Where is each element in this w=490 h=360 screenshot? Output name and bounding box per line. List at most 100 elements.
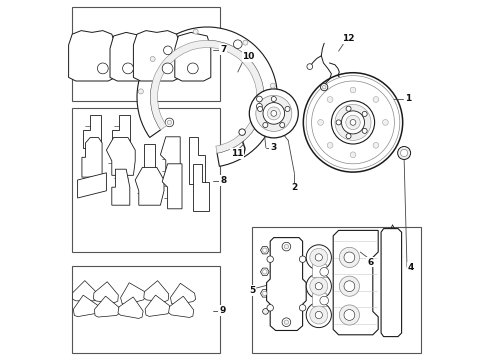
Circle shape <box>306 302 331 328</box>
Circle shape <box>147 118 152 123</box>
Polygon shape <box>333 230 378 335</box>
Circle shape <box>256 95 292 131</box>
Circle shape <box>299 256 306 262</box>
Circle shape <box>342 111 365 134</box>
Circle shape <box>249 89 298 138</box>
Circle shape <box>346 106 351 111</box>
Text: 12: 12 <box>342 34 355 43</box>
Polygon shape <box>118 297 143 319</box>
Bar <box>312 264 326 277</box>
Polygon shape <box>83 115 101 148</box>
Circle shape <box>282 318 291 327</box>
Text: 5: 5 <box>249 287 255 295</box>
Circle shape <box>320 267 328 276</box>
Polygon shape <box>112 169 130 205</box>
Circle shape <box>263 309 269 314</box>
Circle shape <box>346 134 351 139</box>
Polygon shape <box>169 296 194 318</box>
Circle shape <box>257 96 262 102</box>
Circle shape <box>310 248 328 266</box>
Circle shape <box>339 305 360 325</box>
Circle shape <box>258 107 263 112</box>
Circle shape <box>303 73 403 172</box>
Circle shape <box>271 96 276 102</box>
Circle shape <box>98 63 108 74</box>
Polygon shape <box>135 167 164 205</box>
Circle shape <box>270 83 275 88</box>
Circle shape <box>263 248 267 252</box>
Circle shape <box>267 305 273 311</box>
Polygon shape <box>381 229 402 337</box>
Bar <box>312 293 326 306</box>
Text: 2: 2 <box>291 184 297 192</box>
Circle shape <box>339 247 360 267</box>
Circle shape <box>331 101 374 144</box>
Circle shape <box>233 40 242 49</box>
Circle shape <box>315 311 322 319</box>
Bar <box>72 266 220 353</box>
Circle shape <box>362 129 367 134</box>
Circle shape <box>306 274 331 299</box>
Circle shape <box>327 143 333 148</box>
Circle shape <box>373 96 379 102</box>
Polygon shape <box>69 31 116 81</box>
Text: 1: 1 <box>405 94 411 103</box>
Circle shape <box>398 147 411 159</box>
Circle shape <box>239 129 245 135</box>
Polygon shape <box>144 281 169 302</box>
Circle shape <box>350 87 356 93</box>
Circle shape <box>318 120 323 125</box>
Circle shape <box>344 252 355 263</box>
Circle shape <box>187 63 198 74</box>
Circle shape <box>373 143 379 148</box>
Circle shape <box>346 115 360 130</box>
Circle shape <box>243 40 248 45</box>
Circle shape <box>315 283 322 290</box>
Circle shape <box>263 270 267 274</box>
Circle shape <box>310 306 328 324</box>
Polygon shape <box>144 144 155 184</box>
Polygon shape <box>160 137 180 182</box>
Polygon shape <box>73 281 97 301</box>
Circle shape <box>138 89 144 94</box>
Circle shape <box>280 122 285 127</box>
Circle shape <box>320 84 328 91</box>
Polygon shape <box>133 31 180 81</box>
Circle shape <box>335 104 371 140</box>
Polygon shape <box>162 164 182 209</box>
Circle shape <box>167 120 171 125</box>
Circle shape <box>271 111 277 116</box>
Circle shape <box>327 96 333 102</box>
Polygon shape <box>145 295 170 316</box>
Polygon shape <box>189 137 205 184</box>
Bar <box>72 7 220 101</box>
Text: 10: 10 <box>243 52 255 61</box>
Wedge shape <box>150 40 264 153</box>
Circle shape <box>306 76 400 169</box>
Circle shape <box>150 57 155 62</box>
Wedge shape <box>137 27 277 166</box>
Text: 6: 6 <box>367 258 373 266</box>
Circle shape <box>282 242 291 251</box>
Polygon shape <box>94 282 118 303</box>
Circle shape <box>344 281 355 292</box>
Circle shape <box>400 149 408 157</box>
Circle shape <box>312 81 394 164</box>
Circle shape <box>284 244 289 249</box>
Polygon shape <box>261 268 269 275</box>
Circle shape <box>350 120 356 125</box>
Text: 8: 8 <box>220 176 226 185</box>
Circle shape <box>268 107 280 120</box>
Circle shape <box>285 107 290 112</box>
Text: 11: 11 <box>231 149 244 158</box>
Polygon shape <box>82 138 102 177</box>
Circle shape <box>320 296 328 305</box>
Polygon shape <box>175 32 211 81</box>
Circle shape <box>322 85 326 89</box>
Text: 3: 3 <box>270 143 276 152</box>
Polygon shape <box>193 164 209 211</box>
Circle shape <box>263 291 267 296</box>
Bar <box>72 108 220 252</box>
Polygon shape <box>95 296 120 317</box>
Circle shape <box>193 29 198 34</box>
